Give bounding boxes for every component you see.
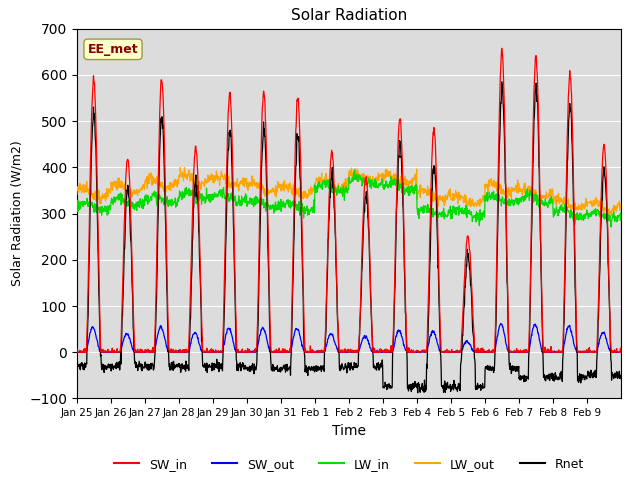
Title: Solar Radiation: Solar Radiation — [291, 9, 407, 24]
Y-axis label: Solar Radiation (W/m2): Solar Radiation (W/m2) — [10, 141, 24, 287]
X-axis label: Time: Time — [332, 424, 366, 438]
Legend: SW_in, SW_out, LW_in, LW_out, Rnet: SW_in, SW_out, LW_in, LW_out, Rnet — [109, 453, 589, 476]
Text: EE_met: EE_met — [88, 43, 138, 56]
